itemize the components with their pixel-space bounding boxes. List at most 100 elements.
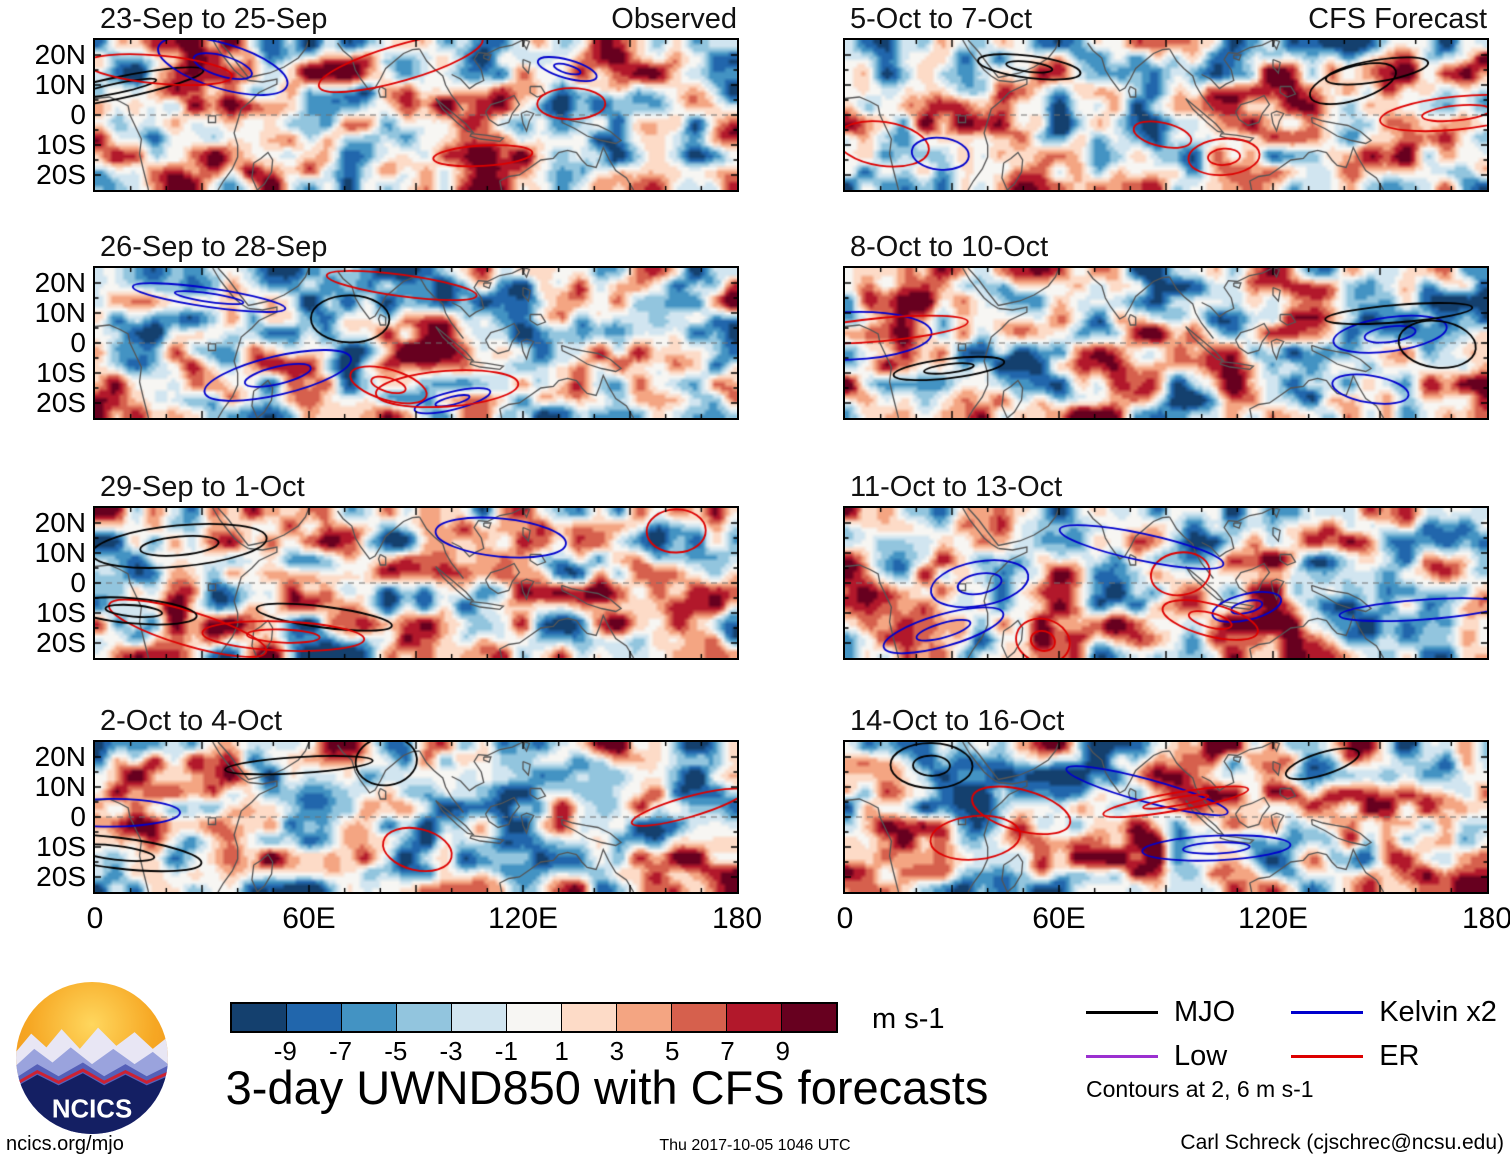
colorbar-tick-label: -3 — [439, 1036, 463, 1066]
y-axis-label: 20N — [34, 741, 86, 772]
x-axis-label: 120E — [487, 902, 559, 935]
colorbar-segment — [507, 1004, 562, 1031]
y-axis-label: 20S — [36, 861, 86, 892]
x-axis-label: 180 — [1461, 902, 1510, 935]
legend-line-sample — [1086, 1010, 1158, 1014]
uwnd850-map-panel — [93, 740, 739, 894]
colorbar — [230, 1002, 838, 1033]
figure-title: 3-day UWND850 with CFS forecasts — [225, 1061, 989, 1114]
colorbar-tick-label: 5 — [664, 1036, 680, 1066]
y-axis-label: 20S — [36, 387, 86, 418]
y-axis-label: 0 — [70, 801, 86, 832]
panel-date-title: 26-Sep to 28-Sep — [100, 231, 328, 263]
legend-item: ER — [1291, 1034, 1497, 1078]
x-axis-label: 60E — [1032, 902, 1086, 935]
colorbar-tick-label: 3 — [609, 1036, 625, 1066]
observed-column-label: Observed — [611, 3, 737, 35]
logo-text: NCICS — [52, 1095, 132, 1123]
panel-date-title: 14-Oct to 16-Oct — [850, 705, 1065, 737]
anomaly-map-canvas — [95, 508, 737, 658]
legend-line-sample — [1086, 1054, 1158, 1058]
logo-base — [16, 1073, 168, 1134]
y-axis-label: 10S — [36, 129, 86, 160]
colorbar-tick-label: -7 — [328, 1036, 353, 1066]
colorbar-segment — [617, 1004, 672, 1031]
anomaly-map-canvas — [845, 268, 1487, 418]
logo-red-line — [16, 1068, 168, 1086]
legend-line-sample — [1291, 1010, 1364, 1014]
uwnd850-map-panel — [93, 266, 739, 420]
panel-date-title: 2-Oct to 4-Oct — [100, 705, 283, 737]
colorbar-tick-label: -5 — [384, 1036, 408, 1066]
x-axis-label: 0 — [86, 902, 104, 935]
anomaly-map-canvas — [95, 268, 737, 418]
y-axis-label: 20N — [34, 267, 86, 298]
y-axis-label: 10N — [34, 69, 86, 100]
anomaly-map-canvas — [845, 742, 1487, 892]
legend-item: Low — [1086, 1034, 1235, 1078]
uwnd850-map-panel — [843, 506, 1489, 660]
y-axis-label: 20S — [36, 627, 86, 658]
x-axis-label: 0 — [836, 902, 854, 935]
colorbar-tick-label: -9 — [273, 1036, 297, 1066]
anomaly-map-canvas — [95, 40, 737, 190]
uwnd850-map-panel — [843, 740, 1489, 894]
colorbar-segment — [452, 1004, 507, 1031]
colorbar-segment — [342, 1004, 397, 1031]
y-axis-label: 0 — [70, 327, 86, 358]
panel-date-title: 8-Oct to 10-Oct — [850, 231, 1049, 263]
anomaly-map-canvas — [95, 742, 737, 892]
colorbar-segment — [397, 1004, 452, 1031]
anomaly-map-canvas — [845, 40, 1487, 190]
y-axis-label: 0 — [70, 567, 86, 598]
y-axis-label: 20N — [34, 39, 86, 70]
legend-item: Kelvin x2 — [1291, 990, 1497, 1034]
y-axis-label: 10N — [34, 771, 86, 802]
contour-note: Contours at 2, 6 m s-1 — [1086, 1076, 1314, 1102]
colorbar-segment — [562, 1004, 617, 1031]
y-axis-label: 0 — [70, 99, 86, 130]
colorbar-segment — [232, 1004, 287, 1031]
colorbar-tick-label: 7 — [720, 1036, 735, 1066]
panel-date-title: 5-Oct to 7-Oct — [850, 3, 1033, 35]
legend-label: Low — [1174, 1039, 1228, 1072]
panel-date-title: 11-Oct to 13-Oct — [850, 471, 1063, 503]
y-axis-label: 10S — [36, 597, 86, 628]
legend-label: Kelvin x2 — [1379, 995, 1497, 1028]
colorbar-segment — [672, 1004, 727, 1031]
footer-timestamp: Thu 2017-10-05 1046 UTC — [659, 1137, 851, 1154]
y-axis-label: 20N — [34, 507, 86, 538]
wave-legend: MJO Low Kelvin x2 ER — [1086, 990, 1497, 1078]
legend-label: ER — [1379, 1039, 1420, 1072]
panel-date-title: 29-Sep to 1-Oct — [100, 471, 305, 503]
colorbar-segment — [782, 1004, 836, 1031]
colorbar-segment — [727, 1004, 782, 1031]
y-axis-label: 10S — [36, 357, 86, 388]
y-axis-label: 10S — [36, 831, 86, 862]
anomaly-map-canvas — [845, 508, 1487, 658]
legend-item: MJO — [1086, 990, 1235, 1034]
colorbar-segment — [287, 1004, 342, 1031]
panel-date-title: 23-Sep to 25-Sep — [100, 3, 328, 35]
footer-url: ncics.org/mjo — [6, 1133, 124, 1155]
uwnd850-map-panel — [843, 38, 1489, 192]
x-axis-label: 180 — [711, 902, 763, 935]
x-axis-label: 60E — [282, 902, 336, 935]
forecast-column-label: CFS Forecast — [1308, 3, 1487, 35]
y-axis-label: 10N — [34, 537, 86, 568]
x-axis-label: 120E — [1237, 902, 1309, 935]
ncics-logo: NCICS — [16, 982, 168, 1134]
legend-label: MJO — [1174, 995, 1236, 1028]
uwnd850-map-panel — [843, 266, 1489, 420]
colorbar-units: m s-1 — [872, 1003, 945, 1035]
colorbar-tick-label: 1 — [554, 1036, 569, 1066]
y-axis-label: 10N — [34, 297, 86, 328]
footer-credit: Carl Schreck (cjschrec@ncsu.edu) — [1180, 1131, 1504, 1154]
uwnd850-map-panel — [93, 506, 739, 660]
colorbar-tick-label: -1 — [494, 1036, 518, 1066]
legend-line-sample — [1291, 1054, 1364, 1058]
uwnd850-map-panel — [93, 38, 739, 192]
y-axis-label: 20S — [36, 159, 86, 190]
colorbar-tick-label: 9 — [775, 1036, 790, 1066]
